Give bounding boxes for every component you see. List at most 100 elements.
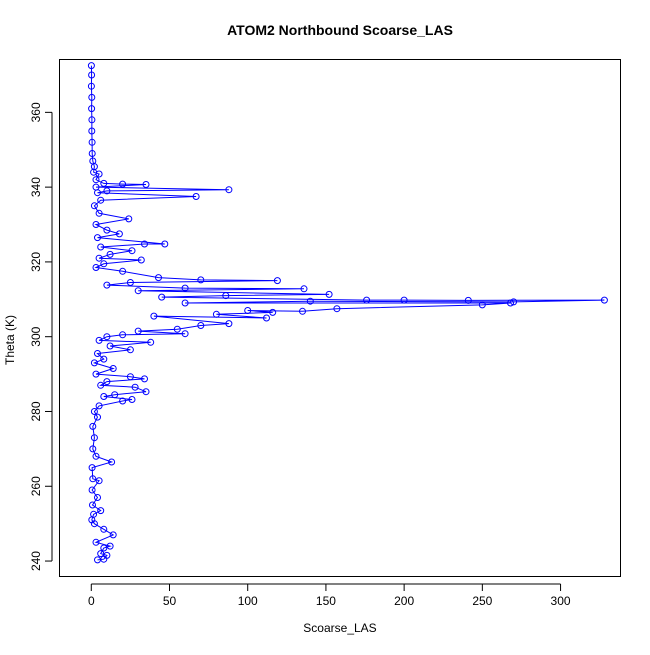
x-tick-label: 150: [316, 594, 336, 608]
y-axis-label: Theta (K): [3, 315, 17, 365]
data-point: [600, 296, 608, 304]
data-point: [89, 445, 97, 453]
data-point: [87, 82, 95, 90]
data-point: [100, 355, 108, 363]
x-tick-label: 200: [394, 594, 414, 608]
data-point: [106, 542, 114, 550]
data-point: [103, 281, 111, 289]
y-axis: 240 260 280 300 320 340 360: [29, 102, 53, 571]
data-point: [95, 170, 103, 178]
data-point: [141, 240, 148, 248]
y-tick-label: 360: [29, 102, 43, 122]
data-point: [97, 196, 105, 204]
data-point: [94, 189, 101, 197]
data-point: [90, 434, 98, 442]
data-layer: [87, 62, 608, 564]
data-point: [510, 298, 518, 306]
data-point: [222, 292, 230, 300]
data-point: [90, 520, 98, 528]
data-point: [88, 150, 96, 157]
data-point: [89, 422, 97, 430]
data-point: [134, 327, 142, 335]
data-point: [100, 260, 108, 268]
data-point: [88, 93, 96, 101]
data-point: [97, 550, 105, 558]
data-point: [269, 308, 277, 316]
data-point: [197, 322, 205, 329]
data-point: [88, 486, 96, 494]
y-tick-label: 240: [29, 551, 43, 571]
data-point: [87, 62, 95, 70]
data-point: [333, 305, 341, 313]
data-point: [94, 350, 101, 357]
data-point: [92, 221, 100, 228]
data-point: [300, 285, 308, 293]
data-point: [507, 299, 514, 307]
x-tick-label: 250: [472, 594, 492, 608]
x-tick-label: 0: [88, 594, 95, 608]
data-point: [125, 215, 133, 223]
data-point: [95, 209, 103, 217]
data-point: [478, 301, 486, 309]
data-point: [90, 359, 98, 367]
data-point: [94, 234, 101, 242]
data-point: [97, 507, 105, 515]
data-point: [363, 296, 371, 304]
data-point: [92, 264, 100, 271]
data-point: [155, 274, 162, 282]
data-point: [88, 138, 96, 146]
data-point: [141, 375, 148, 383]
data-point: [464, 296, 472, 304]
data-point: [173, 325, 181, 333]
data-point: [108, 458, 116, 466]
data-point: [94, 413, 101, 421]
data-point: [100, 179, 108, 187]
data-point: [88, 464, 96, 472]
data-point: [109, 531, 117, 539]
data-point: [119, 397, 127, 405]
data-point: [88, 116, 96, 124]
data-point: [181, 330, 189, 338]
data-point: [197, 276, 205, 284]
data-point: [103, 226, 111, 234]
data-point: [100, 393, 108, 400]
data-point: [142, 388, 150, 396]
data-point: [119, 180, 127, 188]
data-point: [244, 307, 252, 314]
data-point: [181, 299, 189, 307]
data-point: [400, 296, 408, 304]
x-tick-label: 50: [163, 594, 177, 608]
data-point: [100, 525, 108, 533]
data-point: [95, 254, 103, 262]
y-tick-label: 260: [29, 476, 43, 496]
x-axis: 0 50 100 150 200 250 300: [88, 583, 571, 608]
data-point: [89, 501, 96, 509]
data-point: [192, 193, 200, 200]
data-point: [95, 336, 103, 344]
data-point: [119, 267, 127, 275]
x-axis-label: Scoarse_LAS: [303, 621, 376, 635]
data-point: [181, 284, 189, 292]
data-point: [137, 256, 145, 264]
data-point: [88, 105, 96, 113]
data-point: [103, 333, 111, 341]
data-point: [126, 279, 134, 286]
data-point: [88, 127, 96, 135]
data-point: [109, 365, 117, 372]
data-point: [106, 250, 114, 258]
data-point: [119, 331, 127, 339]
data-point: [128, 396, 136, 403]
data-point: [95, 477, 103, 485]
data-point: [94, 494, 101, 501]
plot-frame: [59, 59, 621, 577]
data-point: [92, 538, 100, 546]
data-point: [147, 338, 155, 346]
y-tick-label: 340: [29, 177, 43, 197]
data-point: [90, 202, 98, 210]
data-point: [306, 297, 314, 305]
data-point: [111, 391, 119, 399]
data-point: [90, 408, 98, 415]
data-point: [299, 307, 306, 315]
